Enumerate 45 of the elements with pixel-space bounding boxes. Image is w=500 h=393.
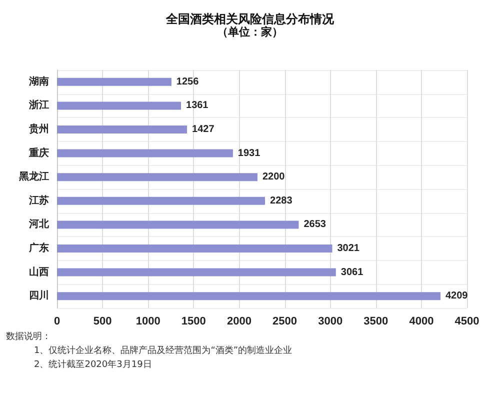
y-tick-label: 江苏 bbox=[28, 194, 49, 206]
y-tick-label: 浙江 bbox=[28, 99, 49, 112]
y-tick-label: 湖南 bbox=[28, 75, 49, 88]
data-label: 2653 bbox=[304, 219, 326, 230]
data-label: 2200 bbox=[262, 172, 286, 183]
bar bbox=[57, 196, 266, 205]
data-label: 3021 bbox=[337, 243, 360, 254]
x-tick-label: 3000 bbox=[318, 316, 343, 328]
data-label: 1361 bbox=[186, 100, 209, 112]
bar bbox=[57, 126, 188, 134]
bar bbox=[57, 292, 440, 300]
data-label: 1256 bbox=[176, 76, 200, 88]
bar bbox=[57, 78, 172, 86]
data-label: 2283 bbox=[270, 195, 293, 206]
x-tick-label: 4500 bbox=[454, 316, 480, 328]
text: 数据说明： bbox=[6, 330, 52, 344]
y-tick-label: 山西 bbox=[29, 266, 49, 278]
bar bbox=[57, 268, 336, 276]
bar bbox=[57, 173, 258, 182]
x-tick-label: 2500 bbox=[272, 316, 298, 328]
y-tick-label: 河北 bbox=[28, 218, 50, 230]
y-tick-label: 黑龙江 bbox=[18, 170, 49, 183]
chart-title: 全国酒类相关风险信息分布情况 bbox=[165, 12, 335, 26]
x-tick-label: 1000 bbox=[136, 316, 160, 328]
x-tick-label: 500 bbox=[93, 316, 112, 328]
chart-subtitle: （单位：家） bbox=[217, 26, 283, 38]
bar bbox=[57, 244, 332, 252]
x-tick-label: 1500 bbox=[181, 316, 206, 328]
x-tick-label: 0 bbox=[54, 316, 60, 328]
y-tick-label: 四川 bbox=[29, 290, 49, 302]
bar bbox=[57, 102, 181, 110]
bar bbox=[57, 220, 299, 229]
x-tick-label: 4000 bbox=[409, 316, 434, 328]
x-tick-label: 2000 bbox=[226, 316, 252, 328]
bar bbox=[57, 149, 233, 158]
data-label: 1931 bbox=[238, 148, 261, 159]
x-tick-label: 3500 bbox=[364, 316, 388, 328]
data-label: 4209 bbox=[445, 290, 468, 302]
text: 2、统计截至2020年3月19日 bbox=[33, 358, 153, 372]
data-label: 1427 bbox=[192, 124, 215, 135]
data-label: 3061 bbox=[340, 266, 364, 278]
y-tick-label: 广东 bbox=[28, 242, 49, 254]
text: 1、仅统计企业名称、品牌产品及经营范围为“酒类”的制造业企业 bbox=[33, 344, 294, 358]
y-tick-label: 贵州 bbox=[28, 123, 49, 135]
y-tick-label: 重庆 bbox=[28, 146, 49, 159]
